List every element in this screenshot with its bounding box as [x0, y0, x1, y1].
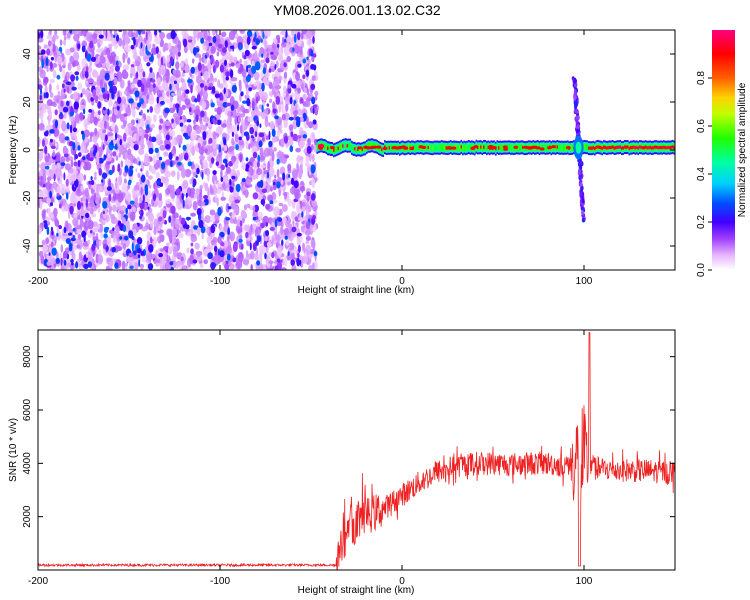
y-tick-label: 20: [22, 96, 33, 108]
y-tick-label: -40: [22, 238, 33, 253]
snr-panel: -200 -100 0 100 2000 4000 6000 8000 Height of …: [8, 329, 676, 596]
colorbar-ticks: 0.0 0.2 0.4 0.6 0.8: [696, 71, 712, 277]
x-tick-label: 0: [399, 576, 405, 587]
x-tick-label: -200: [28, 276, 48, 287]
x-tick-label: 0: [399, 276, 405, 287]
snr-y-ticks: 2000 4000 6000 8000: [22, 345, 675, 528]
y-tick-label: 4000: [22, 452, 33, 475]
snr-series-line: [38, 332, 675, 570]
spectrogram-x-axis-label: Height of straight line (km): [298, 285, 415, 296]
y-tick-label: -20: [22, 190, 33, 205]
colorbar-label: Normalized spectral amplitude: [737, 82, 748, 217]
snr-x-axis-label: Height of straight line (km): [298, 585, 415, 596]
colorbar-tick-label: 0.0: [696, 263, 707, 277]
colorbar-tick-label: 0.8: [696, 71, 707, 85]
spectrogram-plot-area: [38, 30, 675, 270]
spectrogram-y-axis-label: Frequency (Hz): [8, 116, 19, 185]
snr-plot-area: [38, 332, 675, 570]
snr-frame: [37, 329, 676, 571]
y-tick-label: 2000: [22, 505, 33, 528]
spectrogram-x-ticks: -200 -100 0 100: [28, 30, 593, 287]
colorbar-tick-label: 0.6: [696, 119, 707, 133]
snr-y-axis-label: SNR (10 * v/v): [8, 418, 19, 482]
carrier-band: [316, 138, 675, 158]
x-tick-label: -100: [210, 276, 230, 287]
snr-x-ticks: -200 -100 0 100: [28, 330, 593, 587]
colorbar-tick-label: 0.2: [696, 215, 707, 229]
y-tick-label: 6000: [22, 398, 33, 421]
y-tick-label: 8000: [22, 345, 33, 368]
x-tick-label: 100: [576, 276, 593, 287]
burst-feature: [571, 76, 586, 223]
colorbar-tick-label: 0.4: [696, 167, 707, 181]
colorbar: 0.0 0.2 0.4 0.6 0.8 Normalized spectral ampl…: [696, 30, 748, 277]
noise-region: [38, 30, 319, 270]
y-tick-label: 0: [22, 147, 33, 153]
x-tick-label: -100: [210, 576, 230, 587]
spectrogram-y-ticks: -40 -20 0 20 40: [22, 48, 675, 253]
y-tick-label: 40: [22, 48, 33, 60]
colorbar-gradient: [712, 30, 735, 270]
figure-title: YM08.2026.001.13.02.C32: [273, 2, 441, 18]
x-tick-label: -200: [28, 576, 48, 587]
x-tick-label: 100: [576, 576, 593, 587]
